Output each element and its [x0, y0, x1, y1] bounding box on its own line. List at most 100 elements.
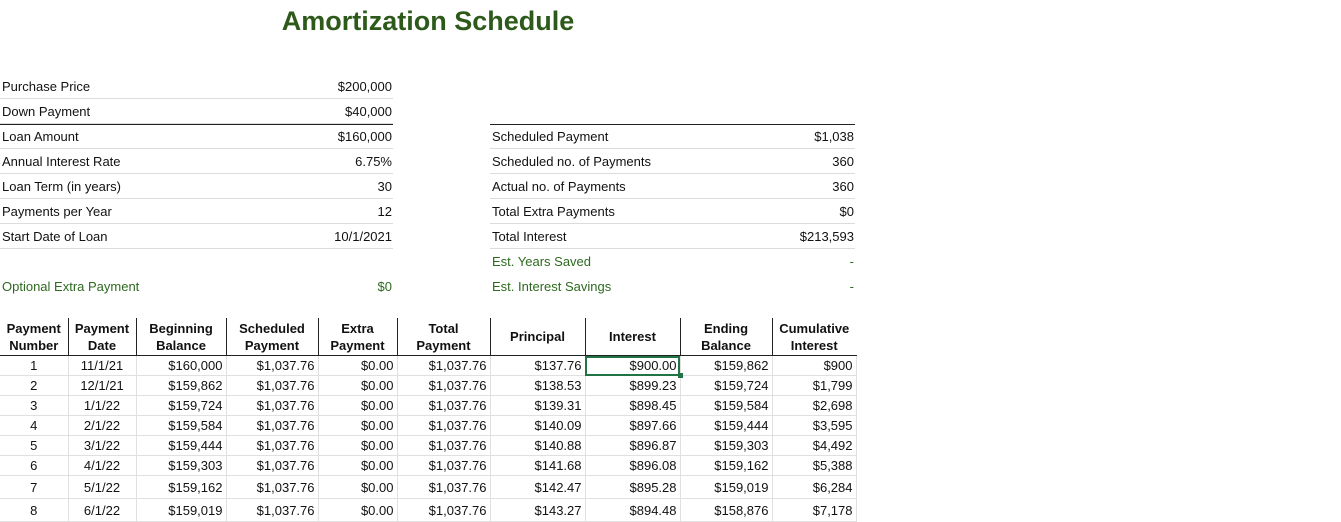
table-cell[interactable]: $895.28	[585, 475, 681, 499]
summary-row[interactable]: Scheduled no. of Payments 360	[490, 149, 855, 174]
input-row-value[interactable]: $40,000	[345, 103, 392, 119]
column-header[interactable]: Payment Number	[0, 318, 69, 356]
table-cell[interactable]: $159,724	[136, 395, 227, 416]
table-cell[interactable]: 2	[0, 375, 69, 396]
table-cell[interactable]: $159,019	[136, 498, 227, 522]
table-cell[interactable]: 12/1/21	[68, 375, 137, 396]
table-cell[interactable]: 6	[0, 455, 69, 476]
table-cell[interactable]: $1,037.76	[397, 375, 491, 396]
table-cell[interactable]: $1,799	[772, 375, 857, 396]
input-row[interactable]: Start Date of Loan 10/1/2021	[0, 224, 393, 249]
table-cell[interactable]: 2/1/22	[68, 415, 137, 436]
summary-row[interactable]: Scheduled Payment $1,038	[490, 124, 855, 149]
table-cell[interactable]: $140.09	[490, 415, 586, 436]
column-header[interactable]: Cumulative Interest	[772, 318, 856, 356]
input-row[interactable]: Payments per Year 12	[0, 199, 393, 224]
table-cell[interactable]: $0.00	[318, 375, 398, 396]
table-cell[interactable]: $0.00	[318, 475, 398, 499]
table-cell[interactable]: $159,303	[680, 435, 773, 456]
table-cell[interactable]: $0.00	[318, 498, 398, 522]
summary-row[interactable]: Total Extra Payments $0	[490, 199, 855, 224]
table-cell[interactable]: $6,284	[772, 475, 857, 499]
table-cell[interactable]: 5	[0, 435, 69, 456]
table-cell[interactable]: $159,019	[680, 475, 773, 499]
table-cell[interactable]: $1,037.76	[226, 498, 319, 522]
table-cell[interactable]: $159,862	[680, 355, 773, 376]
summary-row[interactable]: Est. Years Saved -	[490, 249, 855, 274]
input-row[interactable]: Down Payment $40,000	[0, 99, 393, 124]
table-cell[interactable]: $896.08	[585, 455, 681, 476]
summary-row-value[interactable]: 360	[832, 153, 854, 169]
table-cell[interactable]: $1,037.76	[226, 375, 319, 396]
table-cell[interactable]: $0.00	[318, 455, 398, 476]
table-cell[interactable]: $1,037.76	[397, 475, 491, 499]
summary-row-value[interactable]: $213,593	[799, 228, 854, 244]
table-cell[interactable]: $1,037.76	[226, 395, 319, 416]
input-row-value[interactable]: 6.75%	[355, 153, 392, 169]
table-cell[interactable]: $139.31	[490, 395, 586, 416]
table-cell[interactable]: $159,444	[136, 435, 227, 456]
table-cell[interactable]: $900.00	[585, 355, 682, 378]
table-cell[interactable]: $3,595	[772, 415, 857, 436]
input-row-value[interactable]: 30	[377, 178, 392, 194]
table-cell[interactable]: $140.88	[490, 435, 586, 456]
table-cell[interactable]: 8	[0, 498, 69, 522]
input-row-value[interactable]: $200,000	[337, 78, 392, 94]
table-cell[interactable]: $1,037.76	[397, 415, 491, 436]
table-cell[interactable]: $896.87	[585, 435, 681, 456]
table-cell[interactable]: $1,037.76	[226, 355, 319, 376]
table-cell[interactable]: $138.53	[490, 375, 586, 396]
summary-row[interactable]: Actual no. of Payments 360	[490, 174, 855, 199]
table-cell[interactable]: $2,698	[772, 395, 857, 416]
table-cell[interactable]: $5,388	[772, 455, 857, 476]
column-header[interactable]: Principal	[490, 318, 586, 356]
summary-row-value[interactable]: $0	[839, 203, 854, 219]
table-cell[interactable]: $1,037.76	[226, 415, 319, 436]
table-cell[interactable]: 4/1/22	[68, 455, 137, 476]
table-cell[interactable]: $142.47	[490, 475, 586, 499]
table-cell[interactable]: $897.66	[585, 415, 681, 436]
summary-row-value[interactable]: $1,038	[814, 129, 854, 144]
table-cell[interactable]: 3/1/22	[68, 435, 137, 456]
table-cell[interactable]: $7,178	[772, 498, 857, 522]
table-cell[interactable]: $159,303	[136, 455, 227, 476]
table-cell[interactable]: $900	[772, 355, 857, 376]
table-cell[interactable]: $160,000	[136, 355, 227, 376]
table-cell[interactable]: 6/1/22	[68, 498, 137, 522]
table-cell[interactable]: $899.23	[585, 375, 681, 396]
table-cell[interactable]: $159,162	[136, 475, 227, 499]
column-header[interactable]: Scheduled Payment	[226, 318, 319, 356]
table-cell[interactable]: $159,162	[680, 455, 773, 476]
input-row-value[interactable]: $160,000	[337, 129, 392, 144]
table-cell[interactable]: $0.00	[318, 435, 398, 456]
summary-row-value[interactable]: -	[849, 279, 854, 294]
table-cell[interactable]: $143.27	[490, 498, 586, 522]
table-cell[interactable]: $0.00	[318, 355, 398, 376]
optional-extra-payment-value[interactable]: $0	[377, 279, 392, 294]
summary-row-value[interactable]: -	[849, 254, 854, 269]
table-cell[interactable]: $4,492	[772, 435, 857, 456]
table-cell[interactable]: $159,584	[680, 395, 773, 416]
table-cell[interactable]: $0.00	[318, 395, 398, 416]
table-cell[interactable]: $159,862	[136, 375, 227, 396]
table-cell[interactable]: $159,444	[680, 415, 773, 436]
input-row-value[interactable]: 12	[377, 203, 392, 219]
table-cell[interactable]: $1,037.76	[226, 475, 319, 499]
column-header[interactable]: Ending Balance	[680, 318, 773, 356]
table-cell[interactable]: $1,037.76	[397, 395, 491, 416]
input-row[interactable]: Loan Amount $160,000	[0, 124, 393, 149]
column-header[interactable]: Extra Payment	[318, 318, 398, 356]
summary-row[interactable]: Total Interest $213,593	[490, 224, 855, 249]
table-cell[interactable]: $159,584	[136, 415, 227, 436]
table-cell[interactable]: $141.68	[490, 455, 586, 476]
table-cell[interactable]: $1,037.76	[397, 355, 491, 376]
column-header[interactable]: Interest	[585, 318, 681, 356]
table-cell[interactable]: $898.45	[585, 395, 681, 416]
optional-extra-payment[interactable]: Optional Extra Payment $0	[0, 274, 393, 299]
table-cell[interactable]: 1/1/22	[68, 395, 137, 416]
table-cell[interactable]: $158,876	[680, 498, 773, 522]
summary-row-value[interactable]: 360	[832, 178, 854, 194]
input-row[interactable]: Purchase Price $200,000	[0, 74, 393, 99]
table-cell[interactable]: $0.00	[318, 415, 398, 436]
table-cell[interactable]: $1,037.76	[397, 498, 491, 522]
